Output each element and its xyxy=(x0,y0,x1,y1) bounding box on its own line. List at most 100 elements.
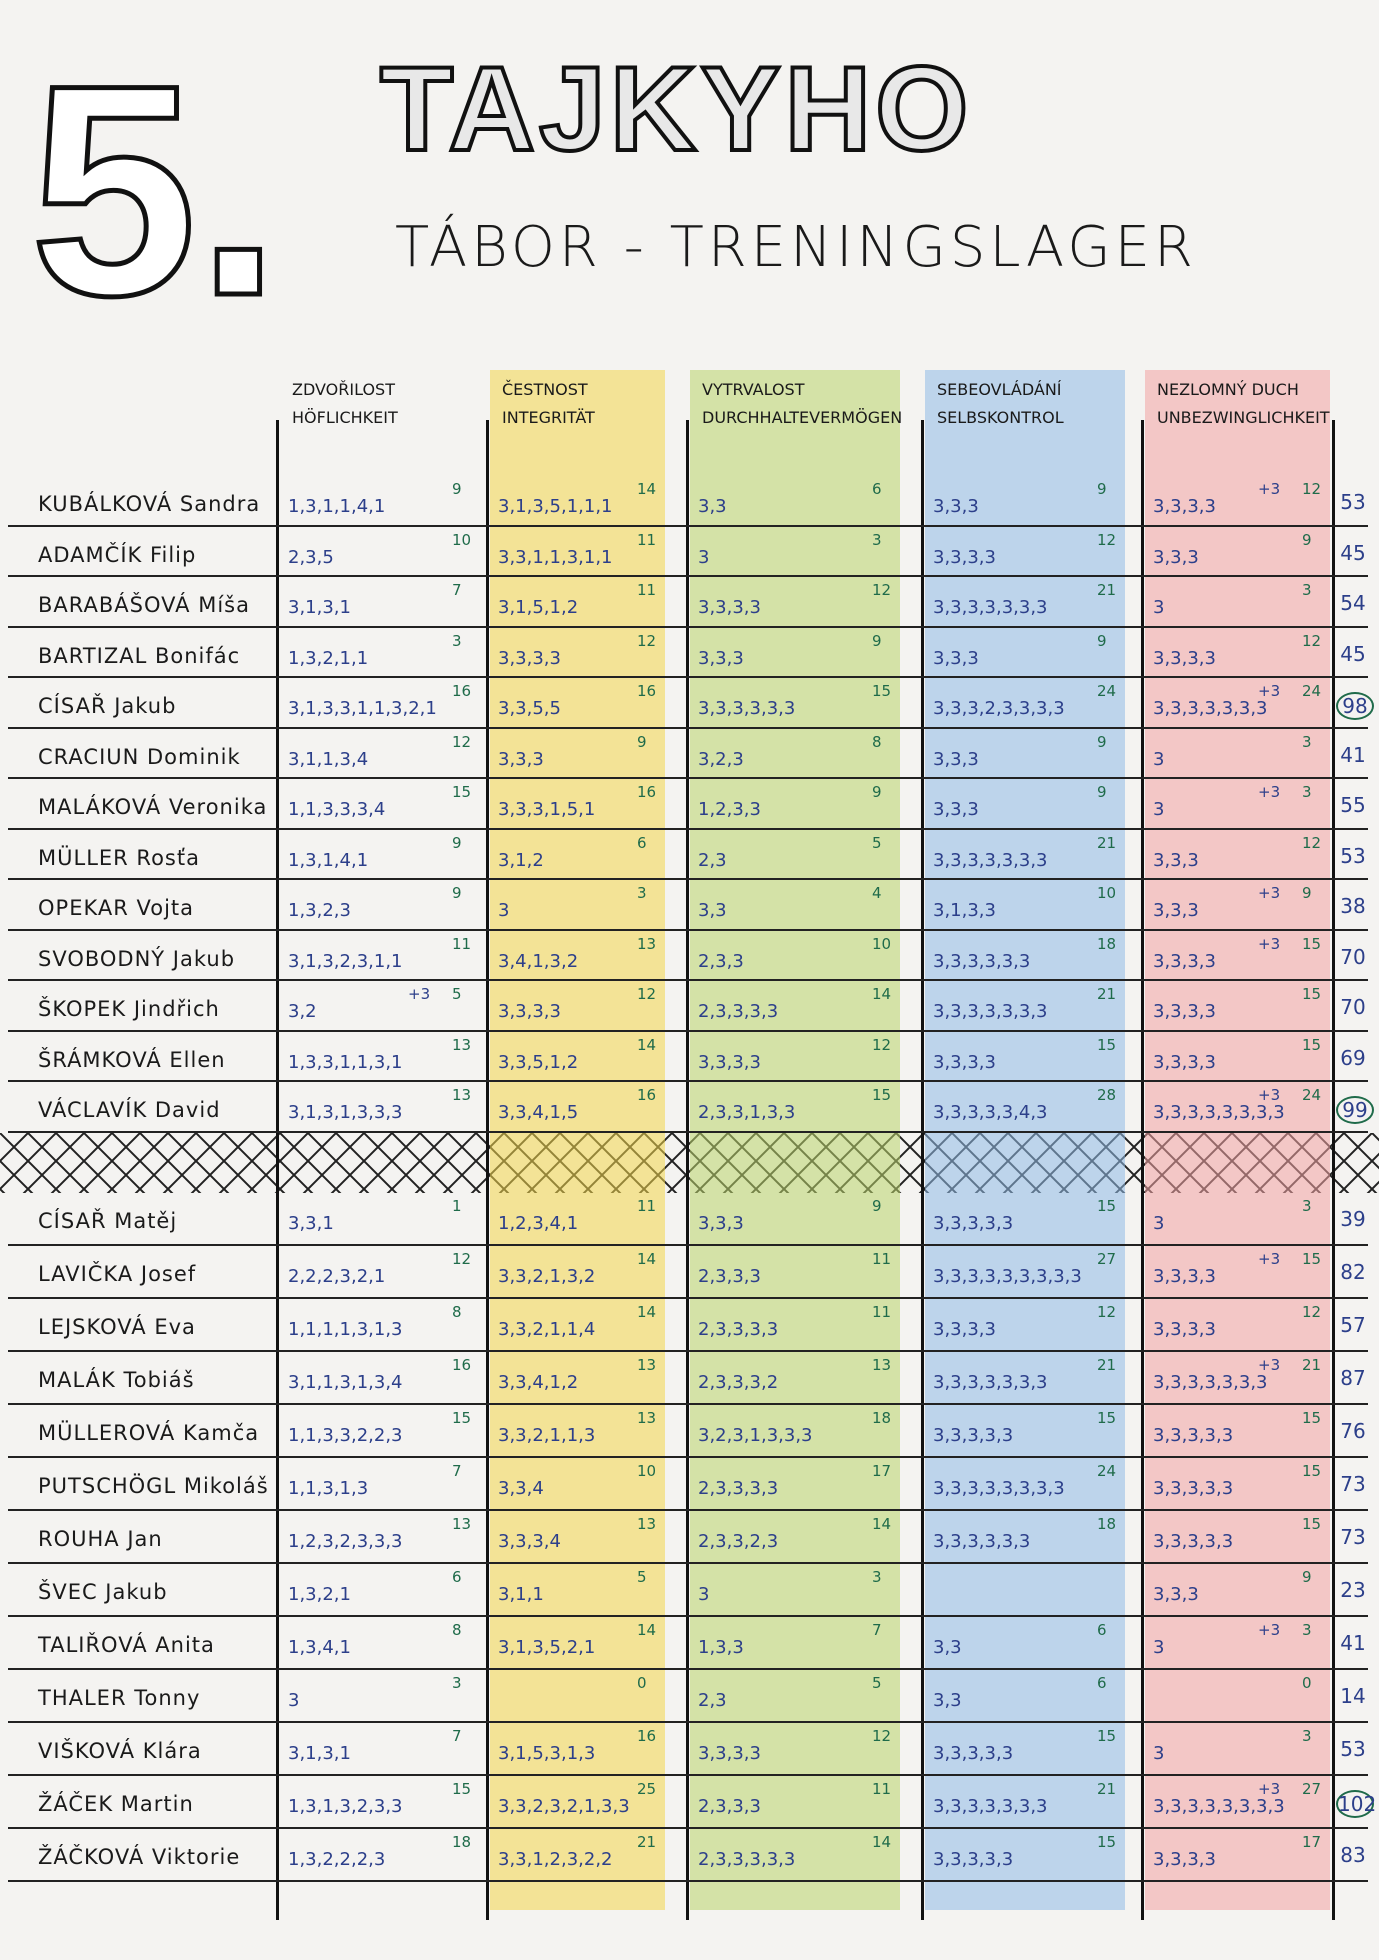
subtotal: 13 xyxy=(452,1515,472,1533)
score-tally: 3,1,3,1 xyxy=(288,597,351,618)
score-tally: 1,3,2,3 xyxy=(288,900,351,921)
subtotal: 6 xyxy=(637,833,647,852)
score-tally: 2,3,5 xyxy=(288,546,334,568)
subtotal: 3 xyxy=(1302,1621,1312,1639)
subtotal: 5 xyxy=(872,1674,882,1692)
subtotal: 24 xyxy=(1302,682,1322,700)
subtotal: 1 xyxy=(452,1197,462,1215)
row-line xyxy=(8,979,1368,981)
subtotal: 14 xyxy=(637,1303,657,1321)
score-tally: 3,3,1,2,3,2,2 xyxy=(498,1849,613,1870)
total: 45 xyxy=(1340,641,1366,666)
column-header-de: SELBSKONTROL xyxy=(937,408,1064,427)
subtotal: 14 xyxy=(872,1515,892,1533)
score-tally: 3,3,3 xyxy=(698,647,744,669)
score-tally: 3,3,3,3 xyxy=(1153,647,1216,669)
score-tally: 1,1,1,1,3,1,3 xyxy=(288,1319,403,1340)
subtotal: 15 xyxy=(1302,1462,1322,1480)
subtotal: 7 xyxy=(452,1462,462,1480)
score-tally: 3,3,3,3,3,3,3,3 xyxy=(1153,1796,1285,1817)
subtotal: 9 xyxy=(452,833,462,852)
score-tally: 1,3,1,4,1 xyxy=(288,849,369,871)
subtotal: 9 xyxy=(1302,884,1312,902)
subtotal: 15 xyxy=(1302,1250,1322,1268)
score-tally: 2,3,3,3,3 xyxy=(698,1001,779,1022)
score-tally: 2,3,3,3 xyxy=(698,1796,761,1817)
score-tally: 2,3,3,3,3 xyxy=(698,1478,779,1499)
score-tally: 1,2,3,2,3,3,3 xyxy=(288,1531,403,1552)
score-tally: 3,3,3,3 xyxy=(1153,496,1216,517)
total: 73 xyxy=(1340,1472,1366,1496)
total: 54 xyxy=(1340,591,1366,615)
score-tally: 3,1,3,3 xyxy=(933,900,996,921)
score-tally: 3,2,3,1,3,3,3 xyxy=(698,1425,813,1446)
subtotal: 10 xyxy=(452,530,472,549)
bonus: +3 xyxy=(1258,1780,1281,1798)
subtotal: 8 xyxy=(872,732,882,751)
subtotal: 7 xyxy=(452,1727,462,1745)
row-line xyxy=(8,1456,1368,1458)
subtotal: 15 xyxy=(452,1780,472,1798)
student-name: MÜLLER Rosťa xyxy=(38,845,200,870)
subtotal: 24 xyxy=(1097,682,1117,700)
score-tally: 1,2,3,4,1 xyxy=(498,1213,579,1234)
score-tally: 3,3,3 xyxy=(1153,900,1199,921)
bonus: +3 xyxy=(1258,1621,1281,1639)
student-name: MALÁK Tobiáš xyxy=(38,1368,195,1392)
subtotal: 6 xyxy=(1097,1621,1107,1639)
student-name: LEJSKOVÁ Eva xyxy=(38,1315,196,1339)
subtotal: 12 xyxy=(1302,1303,1322,1321)
score-tally: 3,3,3,3 xyxy=(933,1051,996,1073)
total: 45 xyxy=(1340,540,1366,565)
row-line xyxy=(8,1350,1368,1352)
score-tally: 1,3,3,1,1,3,1 xyxy=(288,1051,403,1073)
subtotal: 10 xyxy=(637,1462,657,1480)
student-name: KUBÁLKOVÁ Sandra xyxy=(38,492,261,516)
subtotal: 3 xyxy=(1302,581,1312,599)
student-name: CÍSAŘ Matěj xyxy=(38,1209,178,1233)
score-tally: 2,3,3,3,3 xyxy=(698,1319,779,1340)
score-tally: 3,3,1 xyxy=(288,1213,334,1234)
score-tally: 3,3,3,3 xyxy=(1153,1319,1216,1340)
subtotal: 14 xyxy=(637,1250,657,1268)
score-tally: 3,3 xyxy=(698,900,727,921)
column-header-cz: ČESTNOST xyxy=(502,380,588,399)
subtotal: 15 xyxy=(1302,1409,1322,1427)
score-tally: 3,1,1 xyxy=(498,1584,544,1605)
score-tally: 3,3,3,3 xyxy=(498,1001,561,1022)
subtotal: 21 xyxy=(1097,985,1117,1003)
subtotal: 11 xyxy=(872,1303,892,1321)
score-tally: 1,3,4,1 xyxy=(288,1637,351,1658)
column-line xyxy=(1141,420,1144,1920)
column-line xyxy=(486,420,489,1920)
subtotal: 21 xyxy=(1097,1356,1117,1374)
total: 57 xyxy=(1340,1313,1366,1337)
subtotal: 11 xyxy=(637,1197,657,1215)
subtotal: 3 xyxy=(637,884,647,902)
score-tally: 3,3,3,3 xyxy=(498,647,561,669)
student-name: VIŠKOVÁ Klára xyxy=(38,1739,202,1763)
subtotal: 21 xyxy=(1097,581,1117,599)
subtotal: 15 xyxy=(1097,1035,1117,1054)
subtotal: 9 xyxy=(872,1197,882,1215)
score-tally: 1,1,3,1,3 xyxy=(288,1478,369,1499)
column-header-cz: VYTRVALOST xyxy=(702,380,805,399)
subtotal: 15 xyxy=(1097,1833,1117,1851)
subtotal: 3 xyxy=(452,631,462,650)
subtotal: 12 xyxy=(452,732,472,751)
total: 87 xyxy=(1340,1366,1366,1390)
score-tally: 3,3,3,3 xyxy=(1153,1849,1216,1870)
subtotal: 15 xyxy=(452,1409,472,1427)
score-tally: 3 xyxy=(1153,748,1165,770)
score-tally: 3,2,3 xyxy=(698,748,744,770)
subtotal: 21 xyxy=(1302,1356,1322,1374)
score-tally: 3,3,3,3,3,3,3 xyxy=(933,1372,1048,1393)
score-tally: 1,1,3,3,2,2,3 xyxy=(288,1425,403,1446)
column-header-cz: SEBEOVLÁDÁNÍ xyxy=(937,380,1062,399)
score-tally: 3,3,2,1,1,3 xyxy=(498,1425,596,1446)
subtotal: 12 xyxy=(637,985,657,1003)
score-tally: 3 xyxy=(1153,799,1165,820)
row-line xyxy=(8,1080,1368,1082)
score-tally: 3,3,3,3 xyxy=(1153,1266,1216,1287)
subtotal: 15 xyxy=(1097,1727,1117,1745)
